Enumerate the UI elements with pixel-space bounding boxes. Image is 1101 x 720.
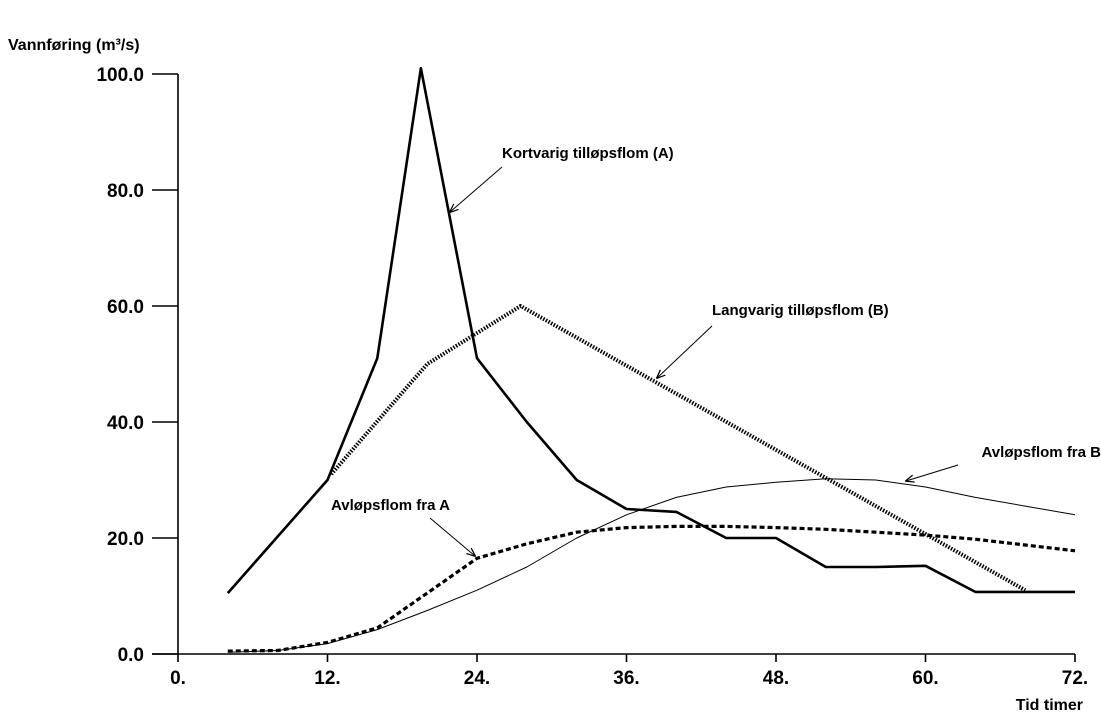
x-tick-label: 24. bbox=[464, 668, 490, 689]
annotation-avlop-a-label: Avløpsflom fra A bbox=[331, 497, 450, 514]
x-ticks: 0. 12. 24. 36. 48. 60. 72. bbox=[170, 654, 1088, 689]
y-ticks: 0.0 20.0 40.0 60.0 80.0 100.0 bbox=[96, 65, 178, 666]
x-tick-label: 60. bbox=[912, 668, 938, 689]
annotation-avlop-a-arrow bbox=[429, 517, 475, 556]
annotation-langvarig-label: Langvarig tilløpsflom (B) bbox=[712, 302, 889, 319]
y-tick-label: 40.0 bbox=[107, 413, 144, 434]
y-tick-label: 0.0 bbox=[118, 645, 144, 666]
annotation-kortvarig-arrow bbox=[450, 166, 503, 212]
y-tick-label: 80.0 bbox=[107, 181, 144, 202]
y-tick-label: 100.0 bbox=[96, 65, 144, 86]
series-avlopsflom-a-line bbox=[227, 524, 1076, 653]
series-kortvarig-tillopsflom-line bbox=[226, 66, 1075, 594]
annotation-avlop-b-label: Avløpsflom fra B bbox=[982, 444, 1101, 461]
x-tick-label: 12. bbox=[314, 668, 340, 689]
series-avlopsflom-b-line bbox=[227, 478, 1076, 653]
x-axis-title: Tid timer bbox=[1016, 697, 1083, 714]
x-tick-label: 36. bbox=[613, 668, 639, 689]
y-axis-title: Vannføring (m³/s) bbox=[8, 37, 140, 54]
annotation-langvarig-arrow bbox=[657, 325, 713, 378]
x-tick-label: 0. bbox=[170, 668, 186, 689]
series-langvarig-tillopsflom-line bbox=[329, 304, 1027, 592]
y-tick-label: 60.0 bbox=[107, 297, 144, 318]
x-tick-label: 72. bbox=[1062, 668, 1088, 689]
y-tick-label: 20.0 bbox=[107, 529, 144, 550]
annotations: Kortvarig tilløpsflom (A) Langvarig till… bbox=[331, 145, 1101, 556]
series-group bbox=[226, 66, 1076, 653]
annotation-kortvarig-label: Kortvarig tilløpsflom (A) bbox=[502, 145, 674, 162]
x-tick-label: 48. bbox=[763, 668, 789, 689]
annotation-avlop-b-arrow bbox=[906, 464, 959, 481]
